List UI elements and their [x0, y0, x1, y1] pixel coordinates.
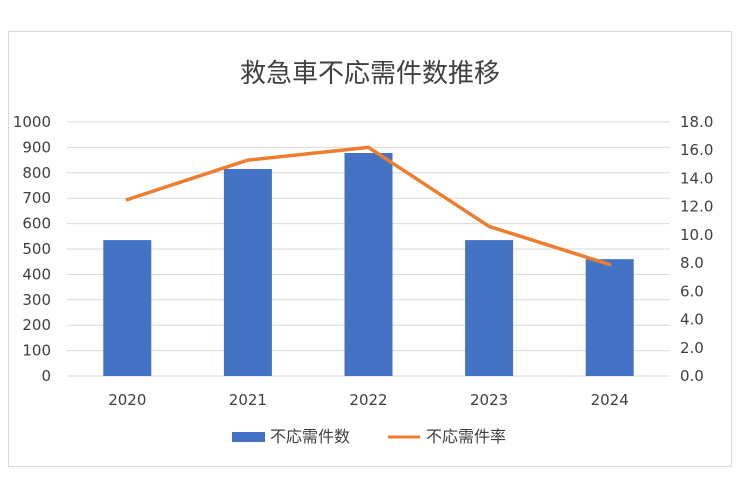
left-tick-label: 100: [22, 342, 51, 360]
left-tick-label: 800: [22, 164, 51, 182]
left-tick-label: 200: [22, 316, 51, 334]
right-tick-label: 0.0: [680, 367, 704, 385]
bar: [344, 152, 393, 376]
chart-title: 救急車不応需件数推移: [240, 59, 500, 89]
x-tick-label: 2024: [591, 391, 629, 409]
legend-swatch-bar: [232, 432, 265, 442]
x-tick-label: 2022: [349, 391, 387, 409]
legend-label-line: 不応需件率: [426, 427, 506, 446]
bar: [103, 240, 152, 376]
left-tick-label: 900: [22, 138, 51, 156]
right-tick-label: 10.0: [680, 226, 713, 244]
right-tick-label: 12.0: [680, 198, 713, 216]
right-tick-label: 8.0: [680, 254, 704, 272]
left-tick-label: 700: [22, 189, 51, 207]
right-tick-label: 16.0: [680, 141, 713, 159]
left-tick-label: 400: [22, 265, 51, 283]
legend: 不応需件数 不応需件率: [232, 427, 506, 446]
left-tick-label: 600: [22, 215, 51, 233]
bar-series: [103, 152, 634, 376]
left-tick-label: 1000: [13, 113, 51, 131]
right-tick-label: 4.0: [680, 311, 704, 329]
right-tick-label: 18.0: [680, 113, 713, 131]
left-tick-label: 300: [22, 291, 51, 309]
rate-line: [125, 145, 612, 267]
right-tick-label: 2.0: [680, 339, 704, 357]
x-tick-label: 2021: [229, 391, 267, 409]
left-tick-label: 0: [41, 367, 51, 385]
line-series: [125, 145, 612, 267]
x-axis-ticks: 2020 2021 2022 2023 2024: [108, 391, 629, 409]
bar: [465, 240, 514, 376]
right-tick-label: 6.0: [680, 282, 704, 300]
left-tick-label: 500: [22, 240, 51, 258]
right-tick-label: 14.0: [680, 169, 713, 187]
right-axis-ticks: 0.0 2.0 4.0 6.0 8.0 10.0 12.0 14.0 16.0 18.0: [680, 113, 713, 385]
x-tick-label: 2020: [108, 391, 146, 409]
bar: [223, 168, 272, 376]
legend-label-bar: 不応需件数: [270, 427, 350, 446]
left-axis-ticks: 0 100 200 300 400 500 600 700 800 900 1000: [13, 113, 51, 385]
bar: [585, 259, 634, 376]
x-tick-label: 2023: [470, 391, 508, 409]
